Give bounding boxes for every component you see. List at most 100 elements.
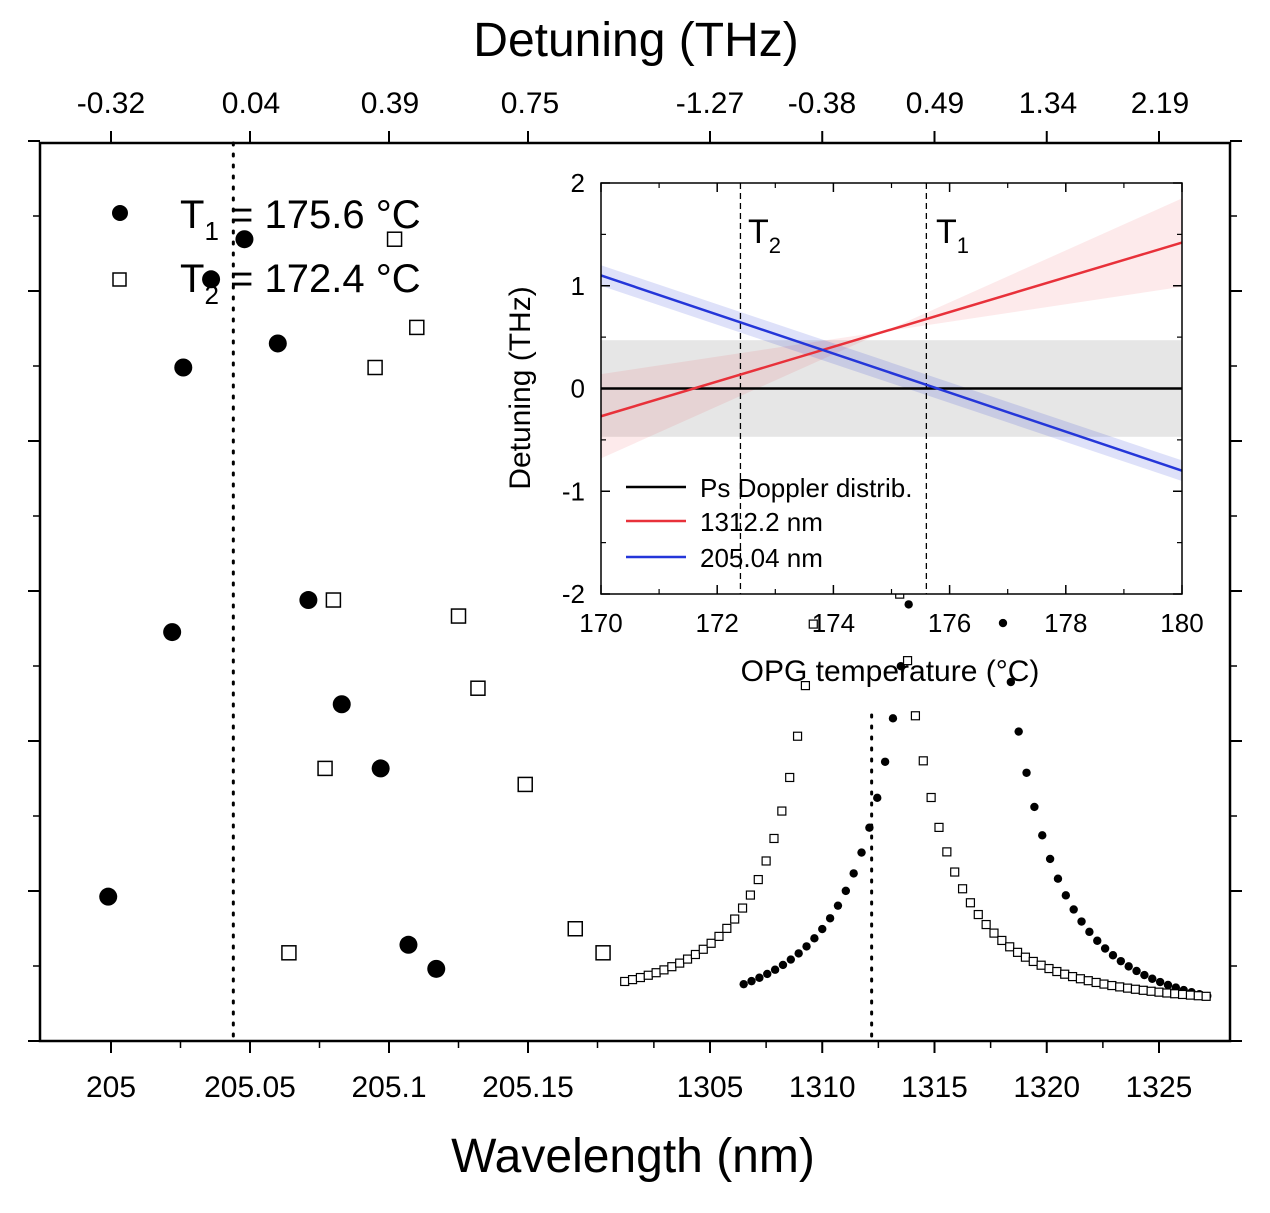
data-point-t2-ir [965, 898, 976, 908]
data-point-t2-ir [1115, 982, 1125, 992]
data-point-t2-uv [325, 592, 342, 608]
bottom-axis-tick-label: 205.15 [482, 1071, 574, 1104]
data-point-t1-ir [1100, 944, 1110, 953]
data-point-t2-ir [926, 792, 936, 803]
top-axis-tick-label: 0.49 [906, 87, 964, 120]
data-point-t1-uv [163, 623, 182, 642]
legend-label-t1: T1 = 175.6 °C [180, 193, 421, 246]
inset-x-tick-label: 170 [579, 608, 622, 638]
data-point-t2-ir [1185, 990, 1196, 1000]
data-point-t1-ir [896, 661, 906, 671]
data-point-t2-ir [1060, 969, 1070, 979]
data-point-t2-uv [517, 776, 533, 793]
data-point-t2-ir [667, 962, 677, 972]
data-point-t2-uv [470, 680, 486, 696]
data-point-t2-ir [1122, 983, 1133, 993]
data-point-t1-ir [998, 618, 1008, 628]
data-point-t1-ir [1045, 854, 1055, 864]
inset-plot: 170 172 174 176 178 180 -2 -1 0 1 2 OPG temperatur… [504, 168, 1204, 688]
top-axis-tick-label: 2.19 [1131, 87, 1189, 120]
data-point-t1-ir [1140, 970, 1149, 980]
data-point-t2-ir [989, 928, 999, 938]
data-point-t2-ir [1028, 956, 1038, 967]
data-point-t1-uv [174, 358, 193, 377]
data-point-t2-ir [627, 975, 638, 985]
legend-marker-t2 [112, 272, 127, 287]
bottom-axis-tick-label: 205.05 [204, 1071, 296, 1104]
data-point-t1-uv [399, 935, 418, 954]
data-point-t1-ir [763, 969, 772, 979]
data-point-t1-ir [755, 973, 764, 982]
data-point-t1-ir [810, 934, 819, 943]
data-point-t2-uv [595, 945, 611, 961]
data-point-t2-ir [635, 972, 646, 983]
bottom-axis-tick-label: 1325 [1126, 1071, 1193, 1104]
data-point-t2-ir [800, 681, 811, 691]
data-point-t2-ir [1091, 977, 1101, 988]
bottom-axis-tick-label: 205.1 [351, 1071, 426, 1104]
top-axis-tick-label: -0.32 [77, 87, 145, 120]
data-point-t2-ir [1012, 947, 1023, 957]
data-point-t2-ir [1138, 985, 1148, 995]
data-point-t2-ir [737, 903, 748, 913]
data-point-t1-ir [1061, 891, 1071, 900]
data-point-t2-ir [690, 949, 701, 960]
data-point-t1-ir [794, 949, 803, 958]
data-point-t1-ir [880, 757, 890, 766]
data-point-t1-ir [770, 965, 780, 974]
data-point-t1-ir [1148, 974, 1157, 983]
legend-label-t2: T2 = 172.4 °C [180, 257, 421, 310]
data-point-t1-ir [1022, 768, 1031, 777]
top-axis-tick-label: 0.39 [361, 87, 419, 120]
data-point-t1-ir [1163, 980, 1173, 990]
data-point-t1-ir [1069, 905, 1078, 914]
data-point-t2-ir [769, 833, 779, 844]
data-point-t1-uv [332, 695, 351, 714]
data-point-t1-ir [786, 955, 796, 964]
inset-x-axis-title: OPG temperature (°C) [741, 655, 1040, 688]
data-point-t2-ir [620, 976, 630, 987]
data-point-t1-uv [235, 230, 254, 249]
inset-y-tick-label: -1 [562, 476, 585, 506]
data-point-t1-uv [299, 591, 318, 610]
data-point-t1-ir [1155, 977, 1165, 987]
data-point-t2-ir [973, 909, 983, 920]
data-point-t1-ir [1093, 936, 1102, 945]
data-point-t2-ir [1067, 971, 1078, 982]
line-1312 [600, 241, 1183, 418]
data-point-t1-ir [1116, 956, 1126, 966]
data-point-t2-uv [386, 231, 403, 247]
top-axis-tick-label: 0.75 [501, 87, 559, 120]
data-point-t2-ir [722, 923, 732, 933]
data-point-t2-ir [1099, 979, 1109, 989]
data-point-t2-ir [651, 968, 661, 978]
data-point-t1-ir [833, 901, 843, 910]
data-point-t1-ir [1006, 677, 1016, 687]
inset-y-tick-label: 2 [571, 168, 585, 198]
data-point-t1-ir [1053, 874, 1063, 883]
inset-y-tick-label: 0 [571, 374, 585, 404]
data-point-t2-ir [957, 884, 968, 894]
data-point-t2-ir [808, 619, 818, 629]
data-point-t2-ir [1177, 989, 1188, 1000]
bottom-axis-tick-label: 1305 [677, 1071, 744, 1104]
data-point-t2-ir [714, 931, 724, 941]
inset-x-tick-label: 180 [1160, 608, 1203, 638]
data-point-t1-ir [857, 848, 866, 857]
data-point-t2-ir [1052, 966, 1062, 977]
legend-marker-t1 [112, 205, 128, 221]
data-point-t2-ir [1201, 991, 1211, 1001]
data-point-t2-ir [1075, 974, 1086, 984]
data-point-t1-ir [841, 886, 851, 896]
inset-x-tick-label: 176 [928, 608, 971, 638]
inset-x-tick-label: 172 [696, 608, 739, 638]
legend-text-1312: 1312.2 nm [700, 507, 823, 537]
data-point-t1-ir [802, 942, 811, 951]
data-point-t2-uv [567, 921, 584, 937]
data-point-t2-ir [918, 756, 928, 766]
legend-text-doppler: Ps Doppler distrib. [700, 473, 912, 503]
data-point-t1-ir [1108, 951, 1118, 960]
data-point-t2-ir [730, 914, 740, 924]
data-point-t1-ir [818, 924, 827, 934]
